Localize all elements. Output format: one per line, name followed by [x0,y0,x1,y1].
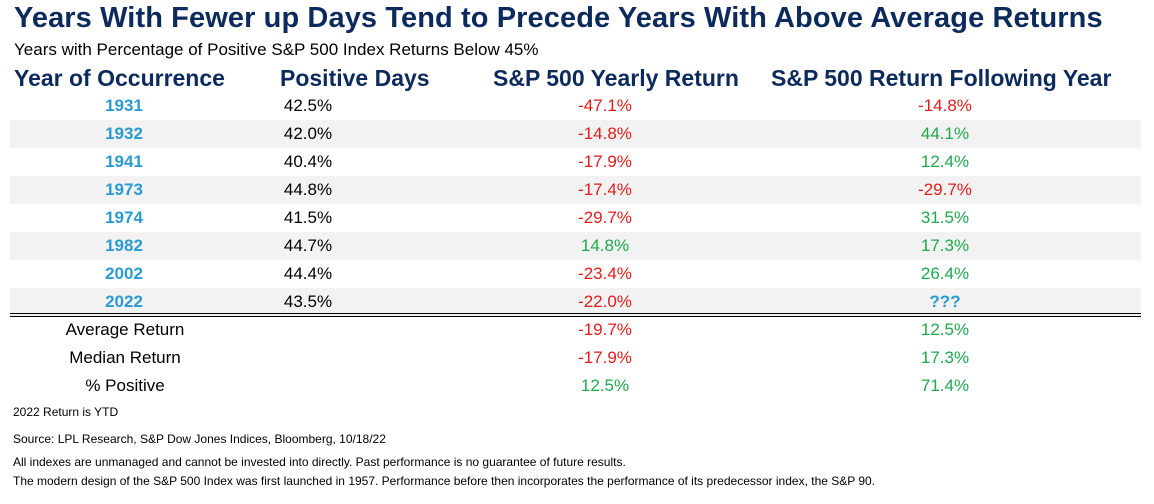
year-cell: 1931 [105,96,143,115]
summary-label: Median Return [69,348,181,367]
following-year-cell: ??? [929,292,961,311]
summary-row: Median Return -17.9% 17.3% [10,344,1141,372]
summary-label: Average Return [65,320,185,339]
following-year-cell: 17.3% [920,236,970,255]
year-cell: 1932 [105,124,143,143]
source-note: Source: LPL Research, S&P Dow Jones Indi… [13,432,386,446]
table-row: 2002 44.4% -23.4% 26.4% [10,260,1141,288]
following-year-cell: 12.4% [920,152,970,171]
design-note: The modern design of the S&P 500 Index w… [13,474,876,488]
following-year-cell: -29.7% [918,180,972,199]
table-divider [10,313,1141,314]
summary-following-year: 17.3% [920,348,970,367]
disclaimer-note: All indexes are unmanaged and cannot be … [13,455,626,469]
ytd-note: 2022 Return is YTD [13,405,119,419]
year-cell: 2002 [105,264,143,283]
positive-days-cell: 40.4% [283,152,333,171]
following-year-cell: 26.4% [920,264,970,283]
positive-days-cell: 42.5% [283,96,333,115]
table-row: 2022 43.5% -22.0%??? [10,288,1141,316]
yearly-return-cell: -17.4% [578,180,632,199]
positive-days-cell: 44.8% [283,180,333,199]
summary-label: % Positive [85,376,165,395]
yearly-return-cell: -14.8% [578,124,632,143]
positive-days-cell: 41.5% [283,208,333,227]
yearly-return-cell: -17.9% [578,152,632,171]
positive-days-cell: 44.7% [283,236,333,255]
table-row: 1974 41.5% -29.7% 31.5% [10,204,1141,232]
table-row: 1941 40.4% -17.9% 12.4% [10,148,1141,176]
header-yearly-return: S&P 500 Yearly Return [493,65,739,91]
table-row: 1931 42.5% -47.1% -14.8% [10,92,1141,120]
year-cell: 1941 [105,152,143,171]
summary-following-year: 12.5% [920,320,970,339]
chart-title: Years With Fewer up Days Tend to Precede… [14,2,1103,34]
summary-following-year: 71.4% [920,376,970,395]
table-row: 1932 42.0% -14.8% 44.1% [10,120,1141,148]
header-following-year-return: S&P 500 Return Following Year [771,65,1112,91]
yearly-return-cell: 14.8% [580,236,630,255]
year-cell: 2022 [105,292,143,311]
yearly-return-cell: -29.7% [578,208,632,227]
table-row: 1973 44.8% -17.4% -29.7% [10,176,1141,204]
header-positive-days: Positive Days [280,65,430,91]
summary-row: Average Return -19.7% 12.5% [10,316,1141,344]
table-divider [10,316,1141,317]
header-year-of-occurrence: Year of Occurrence [14,65,225,91]
summary-yearly-return: 12.5% [580,376,630,395]
summary-yearly-return: -19.7% [578,320,632,339]
year-cell: 1974 [105,208,143,227]
table-row: 1982 44.7% 14.8% 17.3% [10,232,1141,260]
positive-days-cell: 43.5% [283,292,333,311]
following-year-cell: -14.8% [918,96,972,115]
yearly-return-cell: -22.0% [578,292,632,311]
summary-row: % Positive 12.5% 71.4% [10,372,1141,400]
positive-days-cell: 42.0% [283,124,333,143]
yearly-return-cell: -47.1% [578,96,632,115]
yearly-return-cell: -23.4% [578,264,632,283]
chart-subtitle: Years with Percentage of Positive S&P 50… [14,40,539,59]
positive-days-cell: 44.4% [283,264,333,283]
following-year-cell: 31.5% [920,208,970,227]
summary-yearly-return: -17.9% [578,348,632,367]
following-year-cell: 44.1% [920,124,970,143]
year-cell: 1982 [105,236,143,255]
year-cell: 1973 [105,180,143,199]
